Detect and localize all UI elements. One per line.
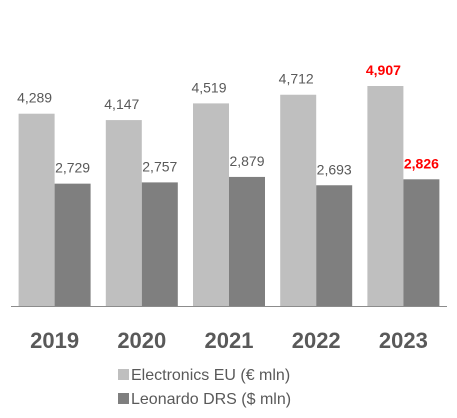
bars-group <box>18 86 440 307</box>
legend: Electronics EU (€ mln) Leonardo DRS ($ ml… <box>118 367 291 408</box>
legend-swatch-electronics-eu <box>118 369 129 380</box>
bar-electronics-eu-2022 <box>280 94 317 306</box>
legend-label-leonardo-drs: Leonardo DRS ($ mln) <box>131 391 291 408</box>
value-label-electronics-eu-2021: 4,519 <box>191 79 226 95</box>
x-tick-label-2022: 2022 <box>292 328 341 353</box>
value-label-leonardo-drs-2020: 2,757 <box>142 158 177 174</box>
value-labels-group: 4,289 2,729 4,147 2,757 4,519 2,879 4,712 2,693… <box>17 62 439 177</box>
value-label-leonardo-drs-2022: 2,693 <box>317 161 352 177</box>
bar-electronics-eu-2020 <box>105 120 142 307</box>
bar-electronics-eu-2021 <box>193 103 229 306</box>
value-label-leonardo-drs-2023: 2,826 <box>404 155 439 171</box>
bar-leonardo-drs-2019 <box>54 183 91 306</box>
value-label-electronics-eu-2022: 4,712 <box>279 71 314 87</box>
bar-leonardo-drs-2023 <box>403 179 440 306</box>
x-tick-label-2020: 2020 <box>117 328 166 353</box>
bar-leonardo-drs-2021 <box>229 176 265 306</box>
bar-electronics-eu-2023 <box>367 86 404 306</box>
value-label-leonardo-drs-2019: 2,729 <box>55 160 90 176</box>
value-label-electronics-eu-2019: 4,289 <box>17 90 52 106</box>
x-tick-label-2023: 2023 <box>379 328 428 353</box>
x-tick-labels-group: 2019 2020 2021 2022 2023 <box>30 328 428 353</box>
bar-electronics-eu-2019 <box>18 113 55 306</box>
value-label-leonardo-drs-2021: 2,879 <box>229 153 264 169</box>
legend-label-electronics-eu: Electronics EU (€ mln) <box>131 367 290 384</box>
legend-swatch-leonardo-drs <box>118 393 129 404</box>
bar-leonardo-drs-2022 <box>316 185 353 306</box>
x-tick-label-2019: 2019 <box>30 328 79 353</box>
x-tick-label-2021: 2021 <box>205 328 254 353</box>
bar-leonardo-drs-2020 <box>141 182 178 306</box>
value-label-electronics-eu-2023: 4,907 <box>366 62 401 78</box>
value-label-electronics-eu-2020: 4,147 <box>104 96 139 112</box>
